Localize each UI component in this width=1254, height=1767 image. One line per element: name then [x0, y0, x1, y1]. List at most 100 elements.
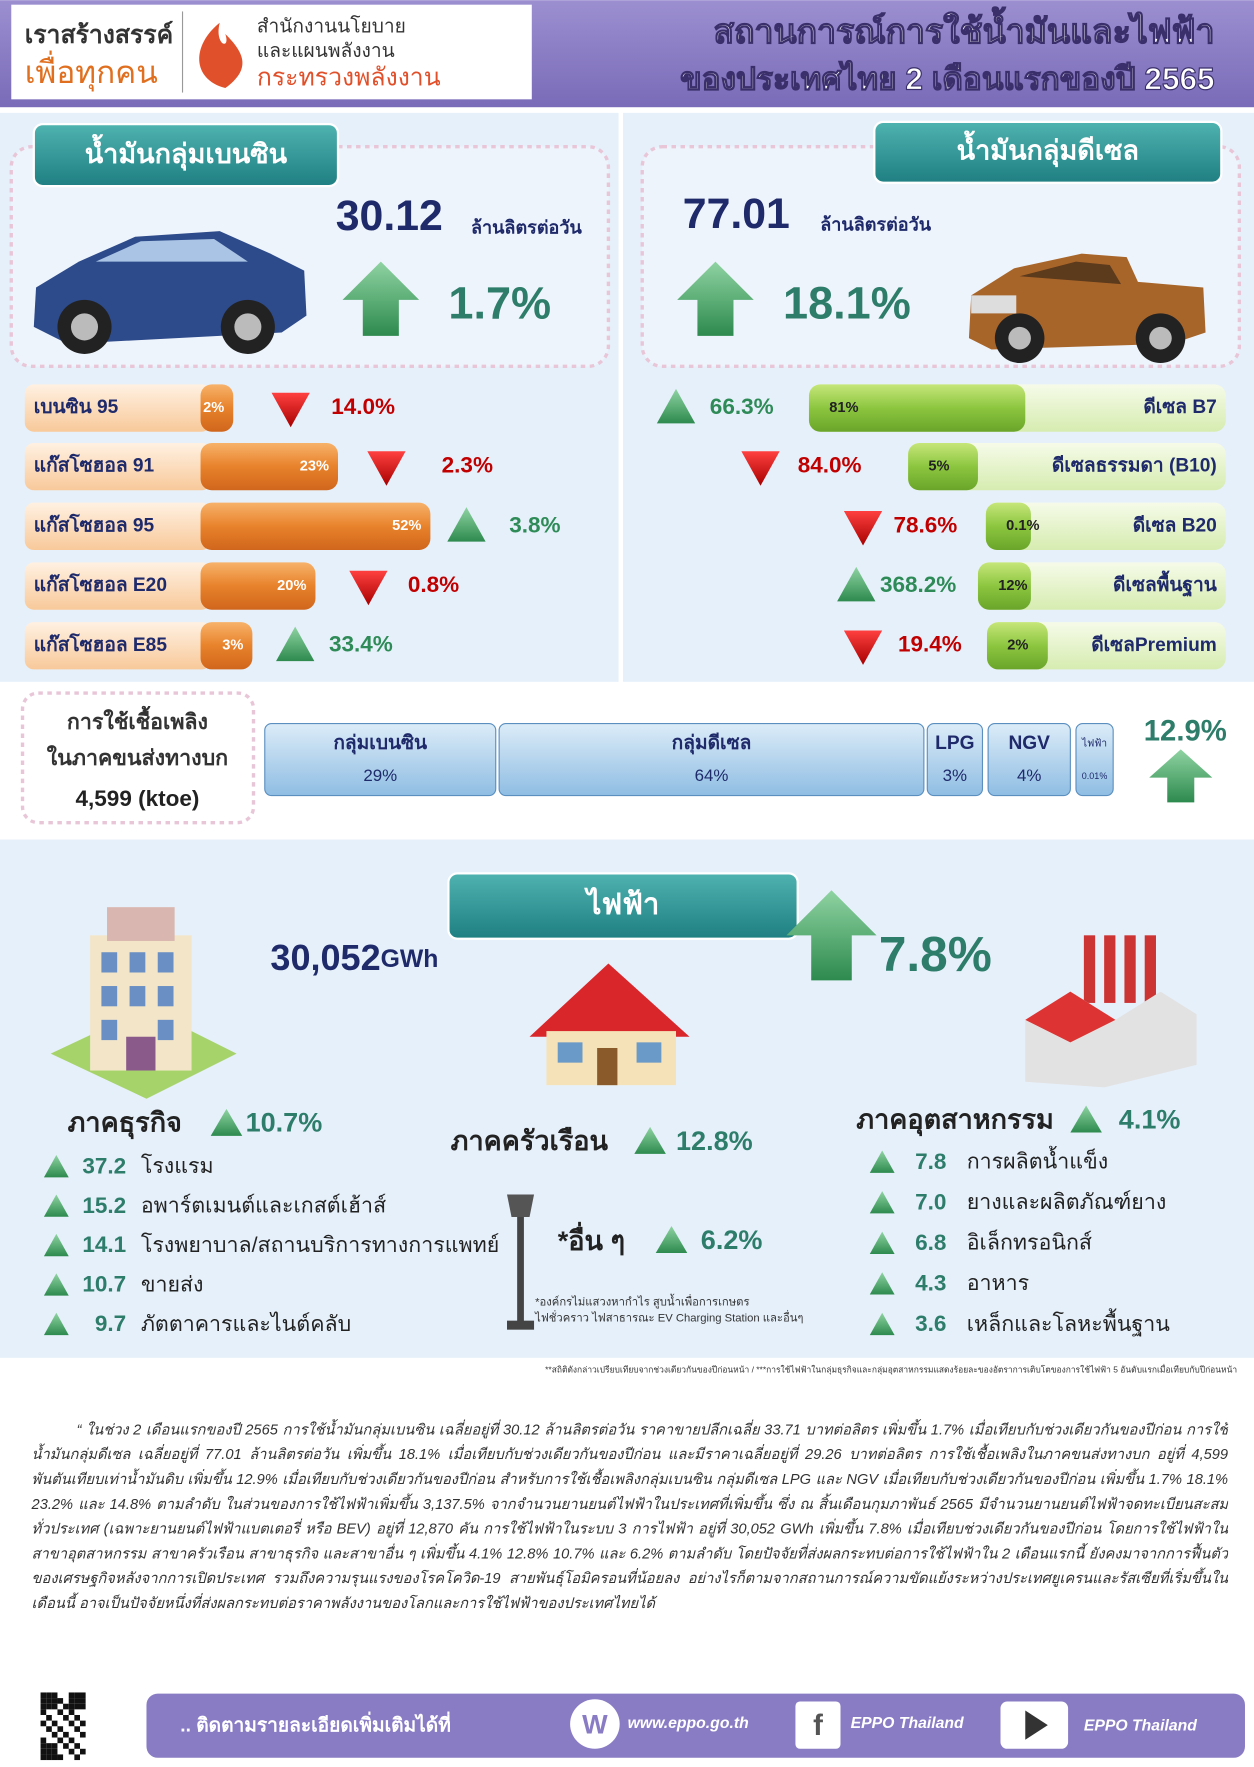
share-bar [200, 442, 339, 491]
qr-cell [51, 1703, 58, 1710]
facebook-icon [795, 1701, 841, 1749]
change: 10.7% [246, 1108, 323, 1138]
item-change: 33.4% [329, 632, 393, 657]
note: ไฟชั่วคราว ไฟสาธารณะ EV Charging Station… [534, 1309, 803, 1324]
down-triangle [349, 570, 388, 606]
item-name: การผลิตน้ำแข็ง [967, 1146, 1108, 1174]
qr-cell [51, 1731, 58, 1738]
lamp-icon [507, 1194, 535, 1330]
up-triangle [276, 626, 315, 662]
youtube-link[interactable]: EPPO Thailand [1084, 1717, 1197, 1734]
factory-icon [1025, 935, 1197, 1088]
item-value: 15.2 [82, 1193, 126, 1218]
org: กระทรวงพลังงาน [257, 65, 441, 92]
label-box [24, 502, 211, 551]
footer-text: .. ติดตามรายละเอียดเพิ่มเติมได้ที่ [180, 1711, 451, 1736]
item-name: ดีเซลพื้นฐาน [1113, 570, 1217, 598]
segment-name: NGV [1008, 733, 1050, 754]
qr-cell [40, 1709, 47, 1715]
section-title: น้ำมันกลุ่มเบนซิน [85, 133, 288, 171]
item-share: 0.1% [1006, 518, 1039, 534]
qr-cell [74, 1714, 80, 1721]
label-box [24, 442, 211, 491]
qr-cell [68, 1698, 75, 1704]
item-name: แก๊สโซฮอล 95 [34, 513, 155, 536]
sector-name: *อื่น ๆ [558, 1221, 625, 1256]
house-icon [529, 963, 690, 1086]
share-bar [200, 562, 316, 610]
up-arrow [1149, 749, 1213, 803]
qr-cell [79, 1720, 86, 1727]
change: 4.1% [1119, 1104, 1181, 1134]
qr-cell [68, 1737, 75, 1744]
qr-cell [57, 1737, 64, 1744]
label-box [24, 384, 211, 432]
qr-cell [46, 1743, 52, 1749]
item-change: 78.6% [893, 512, 957, 537]
item-change: 368.2% [880, 572, 956, 597]
org: และแผนพลังงาน [257, 41, 395, 62]
section-title: ไฟฟ้า [584, 887, 660, 921]
item-name: โรงแรม [141, 1153, 214, 1178]
sector-name: ภาคครัวเรือน [451, 1126, 609, 1156]
footnote: **สถิติดังกล่าวเปรียบเทียบจากช่วงเดียวกั… [545, 1363, 1237, 1375]
label-box [24, 622, 211, 670]
item-name: ยางและผลิตภัณฑ์ยาง [967, 1190, 1167, 1214]
item-name: ดีเซล B7 [1143, 396, 1216, 418]
item-share: 81% [829, 400, 858, 416]
up-triangle [869, 1150, 895, 1173]
item-name: เบนซิน 95 [34, 397, 119, 418]
segment [987, 722, 1071, 797]
up-triangle [656, 388, 696, 424]
qr-cell [68, 1703, 75, 1710]
share-bar [808, 384, 1026, 432]
label-box [908, 442, 1226, 491]
org: สำนักงานนโยบาย [257, 14, 406, 37]
facebook-link[interactable]: EPPO Thailand [851, 1715, 964, 1732]
up-triangle [655, 1226, 688, 1254]
down-triangle [843, 511, 883, 546]
segment-name: ไฟฟ้า [1081, 737, 1107, 749]
item-name: ดีเซล B20 [1133, 514, 1217, 536]
unit: GWh [381, 946, 439, 973]
up-triangle [210, 1108, 243, 1136]
sector-name: ภาคธุรกิจ [68, 1108, 182, 1140]
qr-cell [79, 1748, 86, 1755]
qr-cell [40, 1737, 47, 1744]
label-box [977, 562, 1226, 610]
web-link[interactable]: www.eppo.go.th [628, 1715, 749, 1732]
segment [498, 722, 925, 797]
summary-wrap: “ ในช่วง 2 เดือนแรกของปี 2565 การใช้น้ำม… [32, 1421, 1229, 1611]
item-share: 2% [1007, 638, 1028, 654]
item-value: 3.6 [915, 1311, 946, 1336]
segment-share: 4% [1017, 766, 1041, 785]
item-name: แก๊สโซฮอล 91 [34, 454, 155, 477]
qr-cell [57, 1754, 64, 1761]
up-triangle [869, 1191, 895, 1214]
item-name: แก๊สโซฮอล E85 [34, 633, 168, 656]
brand: เราสร้างสรรค์ [25, 20, 173, 49]
qr-cell [74, 1754, 80, 1761]
qr-cell [46, 1703, 52, 1710]
down-triangle [741, 451, 780, 486]
page-title: ของประเทศไทย 2 เดือนแรกของปี 2565 [680, 61, 1214, 97]
up-arrow [342, 261, 420, 336]
footer-band [146, 1693, 1245, 1758]
summary-box [20, 691, 256, 825]
up-triangle [43, 1273, 69, 1296]
qr-cell [74, 1692, 80, 1699]
share-bar [908, 442, 978, 491]
change: 6.2% [701, 1225, 763, 1255]
qr-cell [74, 1698, 80, 1704]
item-value: 10.7 [82, 1272, 126, 1297]
qr-cell [51, 1698, 58, 1704]
item-change: 2.3% [442, 453, 493, 478]
qr-code [39, 1690, 87, 1761]
segment-share: 64% [695, 766, 729, 785]
up-triangle [43, 1155, 69, 1178]
item-name: อาหาร [967, 1271, 1029, 1295]
qr-cell [74, 1703, 80, 1710]
share-bar [200, 384, 234, 432]
qr-cell [79, 1731, 86, 1738]
logo-flame [199, 22, 243, 89]
